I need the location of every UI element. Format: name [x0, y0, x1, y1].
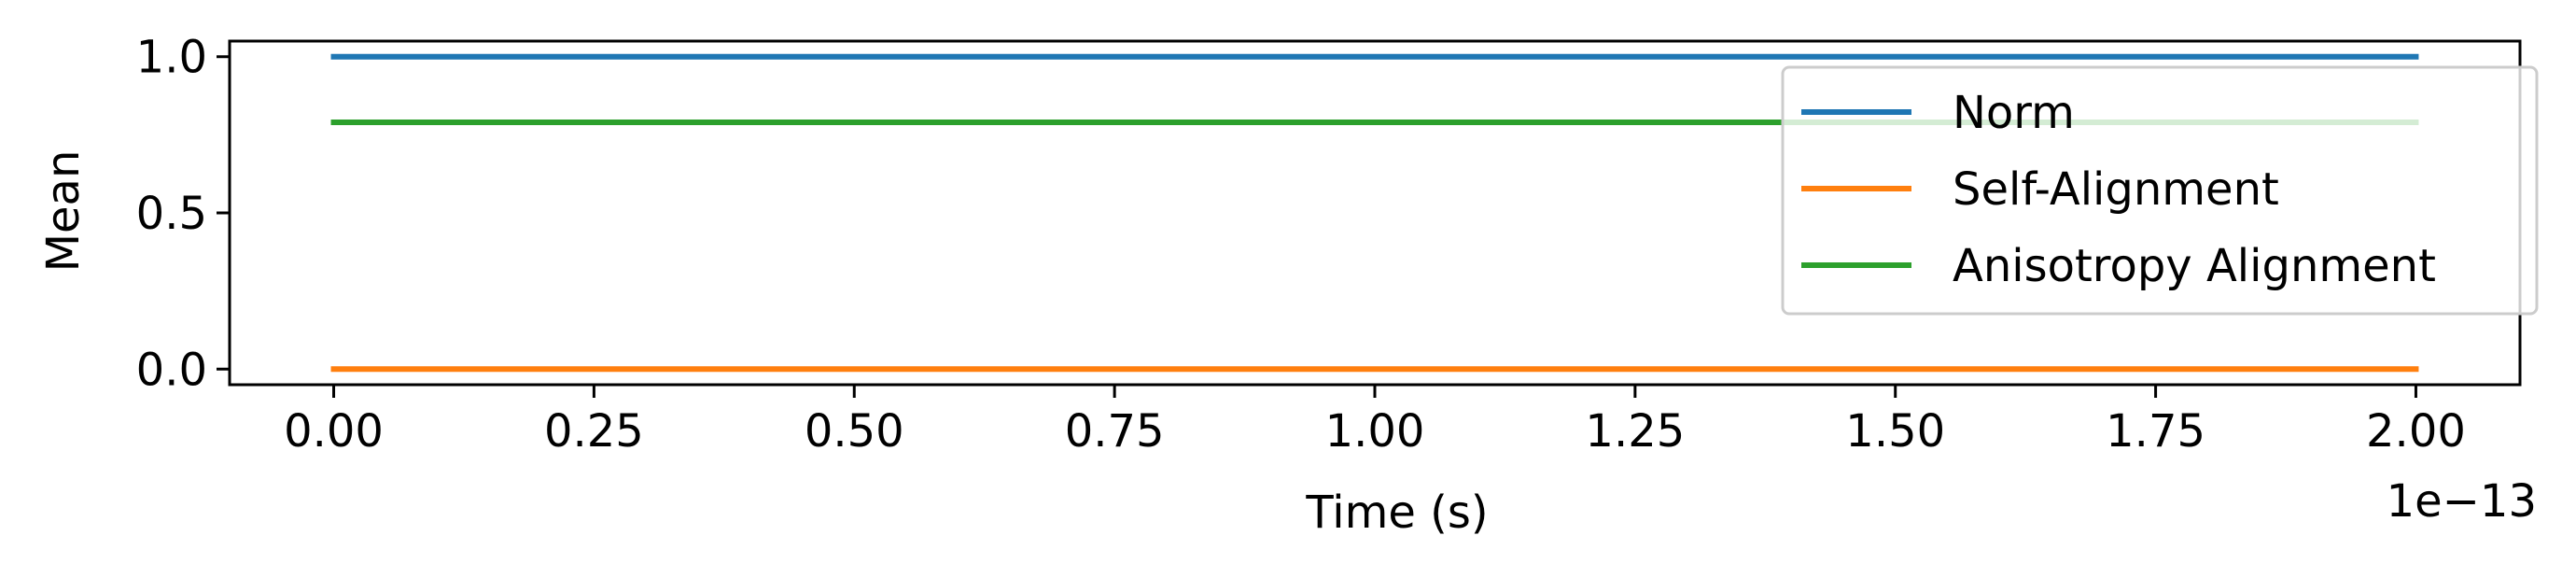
y-axis-label: Mean: [37, 150, 90, 273]
x-tick-label: 0.25: [544, 405, 644, 458]
x-tick-label: 1.50: [1845, 405, 1945, 458]
y-tick-label: 0.0: [136, 344, 207, 396]
x-tick-label: 0.50: [805, 405, 904, 458]
x-tick-label: 0.75: [1065, 405, 1165, 458]
x-tick-label: 2.00: [2366, 405, 2466, 458]
x-tick-label: 1.25: [1585, 405, 1685, 458]
y-tick-label: 0.5: [136, 188, 207, 240]
y-tick-label: 1.0: [136, 32, 207, 84]
x-tick-label: 1.75: [2106, 405, 2205, 458]
x-tick-label: 0.00: [284, 405, 384, 458]
x-axis-label: Time (s): [1305, 486, 1488, 539]
axes-layer: 0.00 0.25 0.50 0.75 1.00 1.25 1.50 1.75 2.00 0.0 0…: [136, 32, 2522, 458]
legend: Norm Self-Alignment Anisotropy Alignment: [1781, 65, 2539, 316]
legend-box: [1781, 65, 2539, 316]
legend-label-2: Anisotropy Alignment: [1953, 240, 2436, 292]
x-offset-label: 1e−13: [2387, 475, 2537, 528]
x-tick-label: 1.00: [1325, 405, 1425, 458]
legend-label-0: Norm: [1953, 87, 2075, 139]
legend-label-1: Self-Alignment: [1953, 163, 2279, 216]
